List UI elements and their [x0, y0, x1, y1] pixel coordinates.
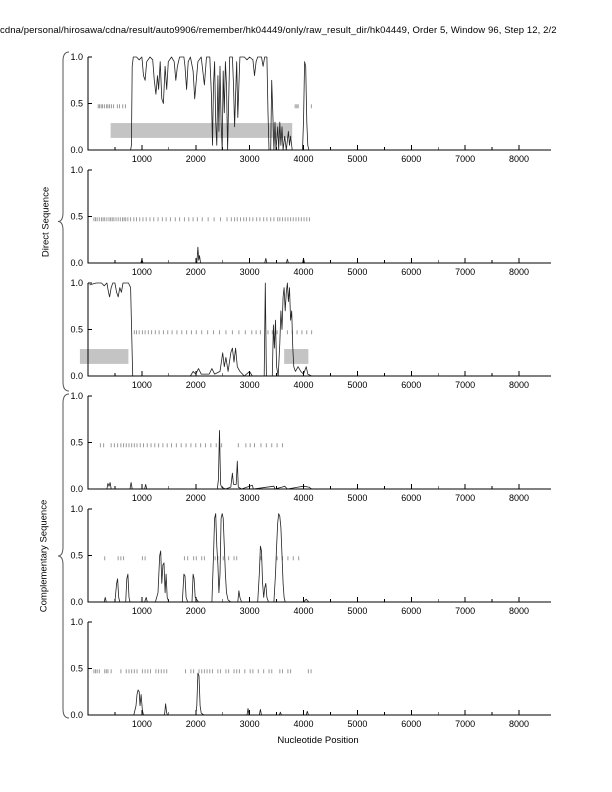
y-tick-label: 0.0 [70, 258, 83, 268]
x-tick-label: 7000 [455, 719, 475, 729]
x-tick-label: 6000 [401, 380, 421, 390]
axes-frame [87, 396, 551, 490]
x-tick-label: 2000 [186, 380, 206, 390]
probability-curve [89, 282, 546, 377]
x-tick-label: 8000 [509, 380, 529, 390]
x-tick-label: 1000 [132, 493, 152, 503]
x-tick-label: 1000 [132, 380, 152, 390]
y-tick-label: 0.5 [70, 325, 83, 335]
axes-frame [87, 283, 551, 377]
subplot-direct-track-1: 0.0 0.5 1.0 1000 2000 3000 4000 5000 6000 7000 800… [70, 52, 551, 164]
x-tick-label: 6000 [401, 719, 421, 729]
x-tick-label: 5000 [347, 719, 367, 729]
x-tick-label: 2000 [186, 154, 206, 164]
x-tick-label: 5000 [347, 267, 367, 277]
x-tick-label: 4000 [294, 719, 314, 729]
y-tick-label: 0.0 [70, 145, 83, 155]
x-tick-label: 7000 [455, 154, 475, 164]
x-tick-label: 1000 [132, 606, 152, 616]
y-tick-label: 1.0 [70, 504, 83, 514]
x-tick-label: 6000 [401, 493, 421, 503]
x-tick-label: 7000 [455, 267, 475, 277]
highlight-bar [110, 123, 293, 138]
subplot-complementary-track-2: 0.0 0.5 1.0 1000 2000 3000 4000 5000 6000 7000 800… [70, 504, 551, 616]
subplot-direct-track-2: 0.0 0.5 1.0 1000 2000 3000 4000 5000 6000 7000 800… [70, 165, 551, 277]
x-tick-label: 4000 [294, 154, 314, 164]
x-tick-label: 1000 [132, 154, 152, 164]
x-tick-label: 3000 [240, 493, 260, 503]
x-tick-label: 3000 [240, 154, 260, 164]
y-tick-label: 1.0 [70, 165, 83, 175]
y-tick-label: 1.0 [70, 52, 83, 62]
x-tick-label: 7000 [455, 493, 475, 503]
x-tick-label: 3000 [240, 267, 260, 277]
x-tick-label: 5000 [347, 380, 367, 390]
x-tick-label: 4000 [294, 606, 314, 616]
y-tick-label: 0.5 [70, 438, 83, 448]
x-tick-label: 6000 [401, 267, 421, 277]
y-tick-label: 1.0 [70, 278, 83, 288]
y-tick-label: 0.0 [70, 597, 83, 607]
subplot-complementary-track-3: 0.0 0.5 1.0 1000 2000 3000 4000 5000 6000 7000 800… [70, 617, 551, 729]
x-tick-label: 6000 [401, 606, 421, 616]
subplot-complementary-track-1: 0.0 0.5 1.0 1000 2000 3000 4000 5000 6000 7000 800… [70, 391, 551, 503]
complementary-sequence-brace [57, 393, 70, 719]
probability-curve [89, 56, 546, 151]
y-tick-label: 1.0 [70, 391, 83, 401]
x-tick-label: 5000 [347, 606, 367, 616]
x-tick-label: 4000 [294, 380, 314, 390]
y-tick-label: 0.5 [70, 212, 83, 222]
axes-frame [87, 509, 551, 603]
x-tick-label: 7000 [455, 380, 475, 390]
subplot-direct-track-3: 0.0 0.5 1.0 1000 2000 3000 4000 5000 6000 7000 800… [70, 278, 551, 390]
y-tick-label: 0.0 [70, 710, 83, 720]
x-tick-label: 6000 [401, 154, 421, 164]
x-tick-label: 1000 [132, 719, 152, 729]
x-tick-label: 2000 [186, 493, 206, 503]
direct-sequence-brace [57, 51, 70, 392]
y-tick-label: 1.0 [70, 617, 83, 627]
probability-curve [89, 246, 546, 264]
probability-curve [89, 672, 546, 716]
y-tick-label: 0.0 [70, 484, 83, 494]
probability-curve [89, 429, 546, 490]
x-tick-label: 8000 [509, 719, 529, 729]
y-tick-label: 0.5 [70, 664, 83, 674]
highlight-bar [79, 349, 129, 364]
probability-curve [89, 513, 546, 603]
x-tick-label: 7000 [455, 606, 475, 616]
x-tick-label: 1000 [132, 267, 152, 277]
x-tick-label: 8000 [509, 493, 529, 503]
x-tick-label: 5000 [347, 493, 367, 503]
x-axis-title: Nucleotide Position [277, 735, 359, 746]
x-tick-label: 2000 [186, 606, 206, 616]
axes-frame [87, 622, 551, 716]
x-tick-label: 3000 [240, 719, 260, 729]
y-tick-label: 0.5 [70, 99, 83, 109]
figure-title: cdna/personal/hirosawa/cdna/result/auto9… [0, 25, 557, 36]
x-tick-label: 8000 [509, 267, 529, 277]
x-tick-label: 8000 [509, 606, 529, 616]
y-tick-label: 0.0 [70, 371, 83, 381]
x-tick-label: 5000 [347, 154, 367, 164]
x-tick-label: 4000 [294, 267, 314, 277]
x-tick-label: 2000 [186, 719, 206, 729]
highlight-bar [284, 349, 309, 364]
x-tick-label: 3000 [240, 380, 260, 390]
x-tick-label: 2000 [186, 267, 206, 277]
x-tick-label: 3000 [240, 606, 260, 616]
x-tick-label: 4000 [294, 493, 314, 503]
axes-frame [87, 170, 551, 264]
y-tick-label: 0.5 [70, 551, 83, 561]
x-tick-label: 8000 [509, 154, 529, 164]
